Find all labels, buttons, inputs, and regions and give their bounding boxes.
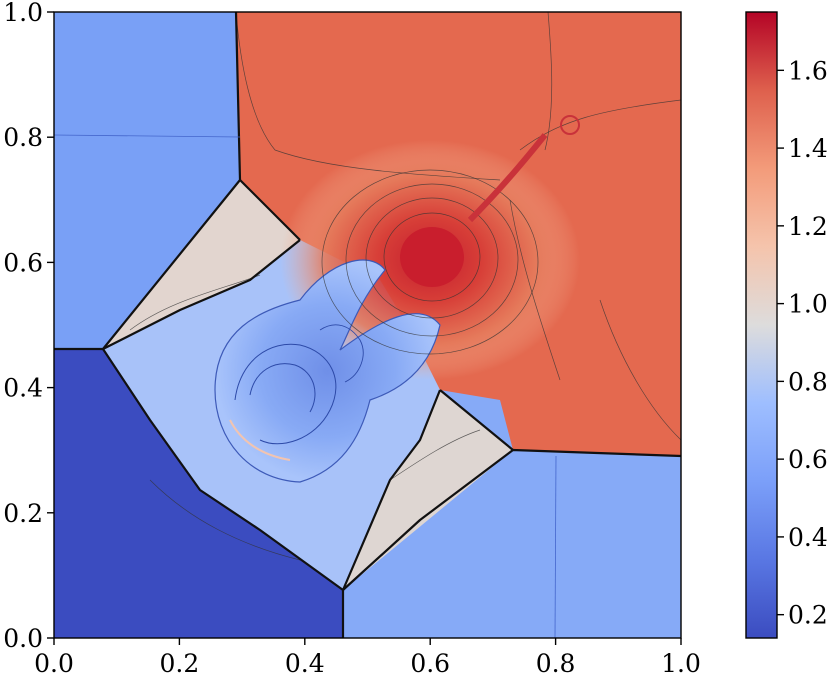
y-tick-label: 1.0 xyxy=(3,0,43,27)
peak-core xyxy=(400,227,464,287)
colorbar-ticks: 0.2 0.4 0.6 0.8 1.0 1.2 1.4 1.6 xyxy=(777,56,828,630)
y-tick-label: 0.0 xyxy=(3,624,43,653)
x-tick-label: 0.6 xyxy=(410,649,450,678)
plot-area xyxy=(54,12,681,638)
y-tick-label: 0.2 xyxy=(3,499,43,528)
y-tick-label: 0.4 xyxy=(3,374,43,403)
colorbar-tick-label: 1.2 xyxy=(788,212,828,241)
y-tick-label: 0.8 xyxy=(3,123,43,152)
contour-lines xyxy=(129,12,681,561)
slip-line-lower-right xyxy=(554,455,557,638)
region-upper-left-wedge xyxy=(103,180,300,349)
shock-lines xyxy=(54,12,681,638)
x-tick-label: 0.0 xyxy=(34,649,74,678)
x-tick-label: 0.2 xyxy=(160,649,200,678)
x-tick-label: 0.4 xyxy=(285,649,325,678)
region-lower-right xyxy=(343,450,681,638)
vortex-top xyxy=(560,115,580,135)
colorbar: 0.2 0.4 0.6 0.8 1.0 1.2 1.4 1.6 xyxy=(745,11,828,639)
x-axis: 0.0 0.2 0.4 0.6 0.8 1.0 xyxy=(34,638,701,678)
slip-line-upper-left xyxy=(54,134,241,138)
colorbar-tick-label: 0.8 xyxy=(788,367,828,396)
colorbar-tick-label: 0.2 xyxy=(788,601,828,630)
x-tick-label: 1.0 xyxy=(661,649,701,678)
y-axis: 0.0 0.2 0.4 0.6 0.8 1.0 xyxy=(3,0,54,653)
colorbar-tick-label: 0.6 xyxy=(788,445,828,474)
y-tick-label: 0.6 xyxy=(3,248,43,277)
region-upper-left xyxy=(54,12,240,349)
region-lower-right-wedge xyxy=(343,390,513,590)
colorbar-tick-label: 1.6 xyxy=(788,56,828,85)
region-lower-left xyxy=(54,349,343,638)
plot-frame xyxy=(53,11,682,639)
x-tick-label: 0.8 xyxy=(536,649,576,678)
mushroom-structure xyxy=(214,259,441,483)
colorbar-tick-label: 1.0 xyxy=(788,290,828,319)
colorbar-gradient xyxy=(745,11,778,639)
colorbar-tick-label: 0.4 xyxy=(788,523,828,552)
colorbar-tick-label: 1.4 xyxy=(788,134,828,163)
jet-streak xyxy=(467,133,548,223)
